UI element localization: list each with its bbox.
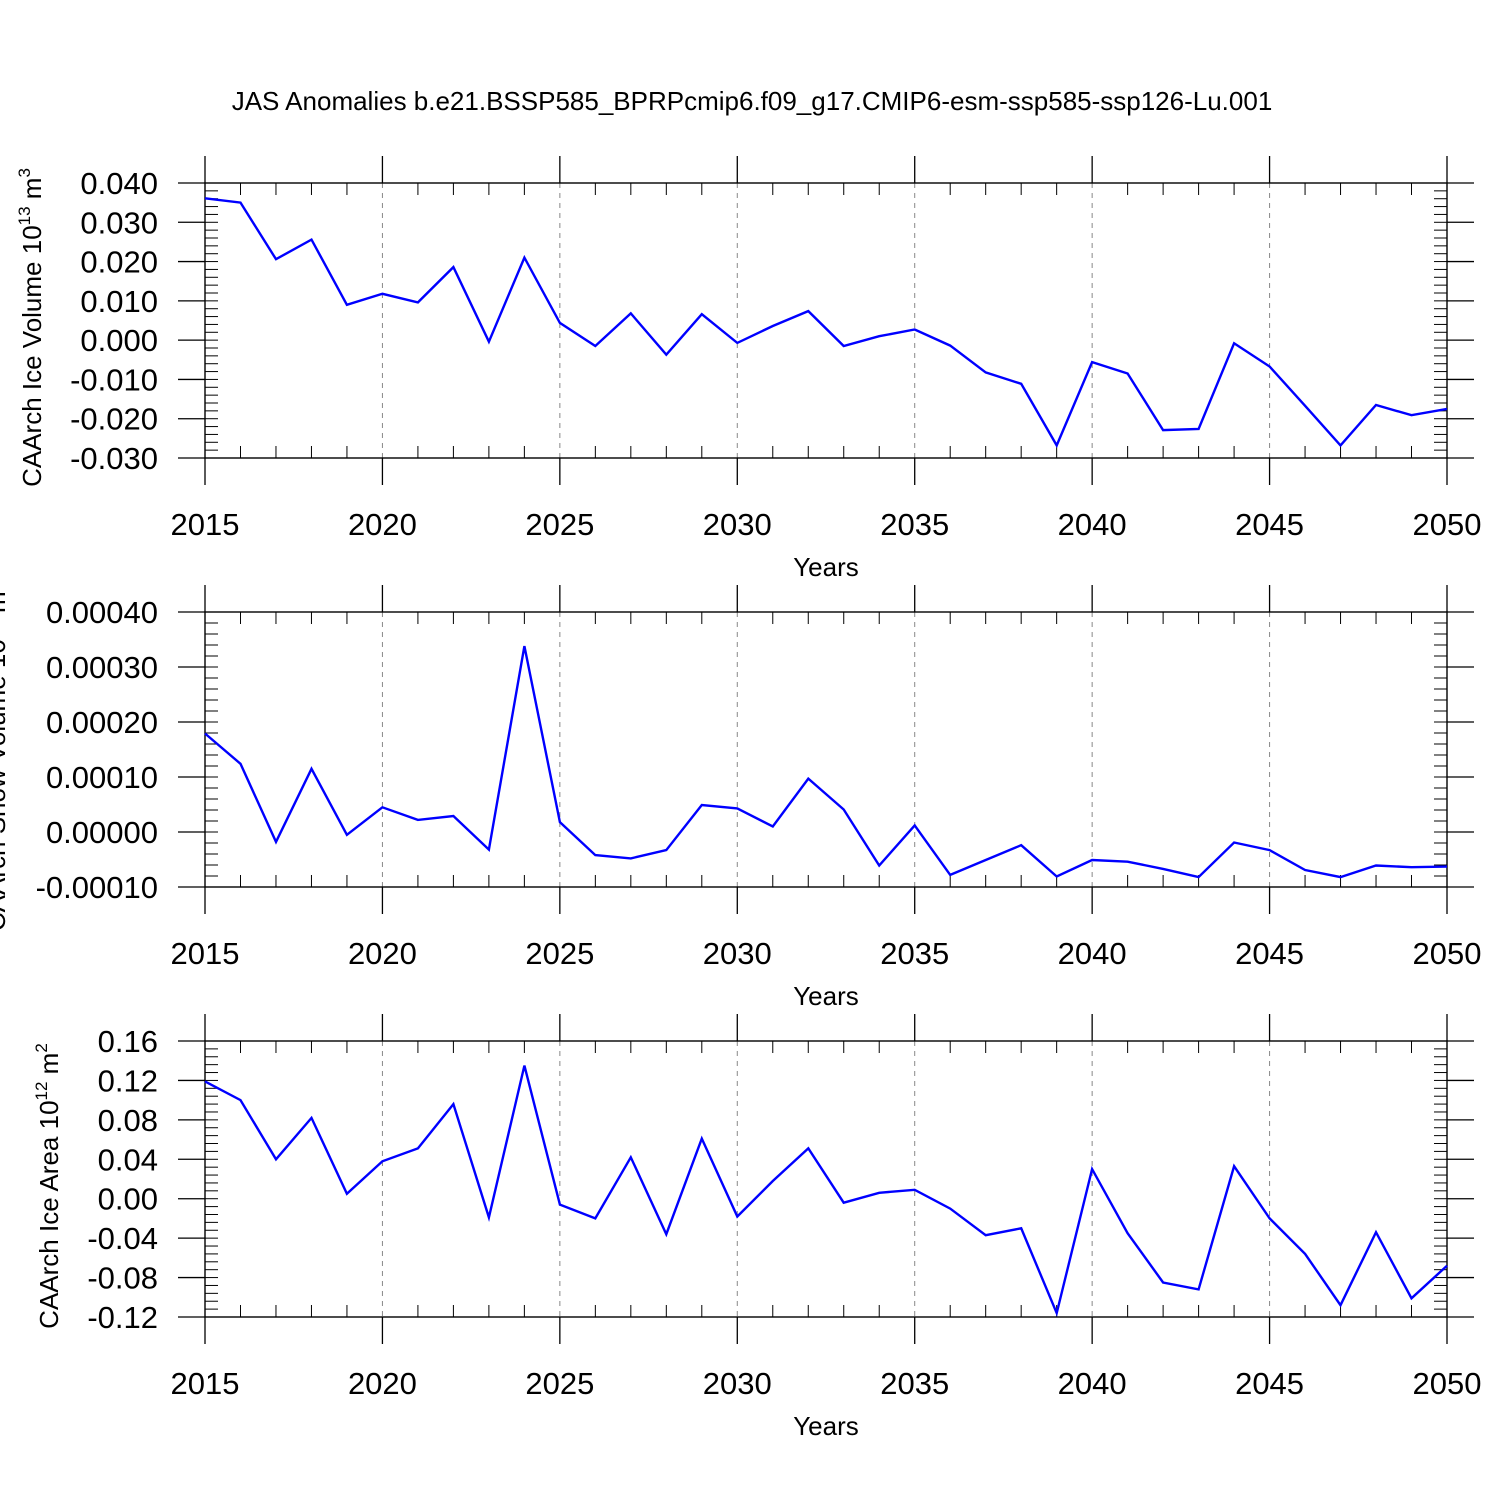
plot-frame	[204, 611, 1448, 888]
x-tick-label: 2030	[703, 1366, 772, 1401]
y-tick-label: 0.010	[80, 284, 158, 319]
x-tick-label: 2035	[880, 936, 949, 971]
x-tick-label: 2035	[880, 1366, 949, 1401]
y-tick-label: 0.020	[80, 245, 158, 280]
y-axis-label: CAArch Ice Area 1012 m2	[32, 1043, 64, 1329]
x-tick-label: 2030	[703, 936, 772, 971]
x-tick-label: 2020	[348, 507, 417, 542]
x-tick-label: 2025	[525, 1366, 594, 1401]
series-line-ice-volume	[204, 197, 1448, 449]
y-tick-label: 0.04	[98, 1142, 158, 1177]
x-tick-label: 2015	[171, 1366, 240, 1401]
x-axis-label: Years	[793, 981, 859, 1011]
y-axis-label-text: CAArch Ice Area 10	[34, 1100, 64, 1328]
y-tick-label: 0.12	[98, 1063, 158, 1098]
x-tick-label: 2050	[1413, 1366, 1482, 1401]
y-tick-label: 0.00010	[46, 760, 158, 795]
x-tick-label: 2050	[1413, 507, 1482, 542]
figure-title: JAS Anomalies b.e21.BSSP585_BPRPcmip6.f0…	[232, 86, 1273, 116]
x-tick-label: 2020	[348, 936, 417, 971]
y-axis-label-unit-exponent: 2	[32, 1043, 51, 1052]
x-tick-label: 2035	[880, 507, 949, 542]
series-line-snow-volume	[204, 645, 1448, 879]
panel-ice-volume: 0.040 0.030 0.020 0.010 0.000 -0.010 -0.020 -0.…	[15, 156, 1481, 582]
y-axis-label-exponent: 13	[15, 206, 34, 225]
series-line-ice-area	[204, 1065, 1448, 1317]
y-axis-label-unit: m	[17, 178, 47, 207]
y-tick-label: 0.00040	[46, 595, 158, 630]
y-tick-label: 0.08	[98, 1103, 158, 1138]
y-axis-label-unit-exponent: 3	[15, 168, 34, 177]
x-tick-label: 2045	[1235, 1366, 1304, 1401]
y-tick-label: 0.00020	[46, 705, 158, 740]
x-tick-label: 2040	[1058, 936, 1127, 971]
x-tick-label: 2045	[1235, 507, 1304, 542]
y-tick-label: -0.00010	[36, 870, 158, 905]
y-axis-label: CAArch Ice Volume 1013 m3	[15, 168, 47, 487]
y-tick-label: 0.00000	[46, 815, 158, 850]
y-axis-label: CAArch Snow Volume 1013 m3	[0, 582, 11, 931]
x-tick-label: 2040	[1058, 1366, 1127, 1401]
y-tick-label: 0.030	[80, 205, 158, 240]
y-axis-label-unit: m	[0, 591, 11, 620]
plot-frame	[204, 182, 1448, 459]
y-axis-label-exponent: 12	[32, 1082, 51, 1101]
y-axis-label-text: CAArch Snow Volume 10	[0, 639, 11, 931]
y-tick-label: -0.12	[87, 1300, 158, 1335]
x-tick-label: 2050	[1413, 936, 1482, 971]
y-tick-label: 0.00	[98, 1182, 158, 1217]
y-tick-label: -0.030	[70, 441, 158, 476]
y-tick-label: -0.020	[70, 402, 158, 437]
panel-snow-volume: 0.00040 0.00030 0.00020 0.00010 0.00000 -0.00…	[0, 582, 1482, 1011]
x-tick-label: 2030	[703, 507, 772, 542]
x-tick-label: 2040	[1058, 507, 1127, 542]
y-tick-label: -0.08	[87, 1261, 158, 1296]
x-tick-label: 2025	[525, 507, 594, 542]
y-tick-label: -0.010	[70, 362, 158, 397]
panel-ice-area: 0.16 0.12 0.08 0.04 0.00 -0.04 -0.08 -0.12 2015 2…	[32, 1014, 1481, 1441]
x-axis-label: Years	[793, 552, 859, 582]
y-tick-label: 0.16	[98, 1024, 158, 1059]
y-axis-label-unit: m	[34, 1053, 64, 1082]
plot-frame	[204, 1040, 1448, 1318]
x-tick-label: 2015	[171, 507, 240, 542]
y-tick-label: 0.000	[80, 323, 158, 358]
y-tick-label: -0.04	[87, 1221, 158, 1256]
y-axis-label-text: CAArch Ice Volume 10	[17, 225, 47, 487]
x-tick-label: 2025	[525, 936, 594, 971]
x-tick-label: 2045	[1235, 936, 1304, 971]
x-tick-label: 2015	[171, 936, 240, 971]
x-axis-label: Years	[793, 1411, 859, 1441]
y-tick-label: 0.040	[80, 166, 158, 201]
x-tick-label: 2020	[348, 1366, 417, 1401]
y-tick-label: 0.00030	[46, 650, 158, 685]
